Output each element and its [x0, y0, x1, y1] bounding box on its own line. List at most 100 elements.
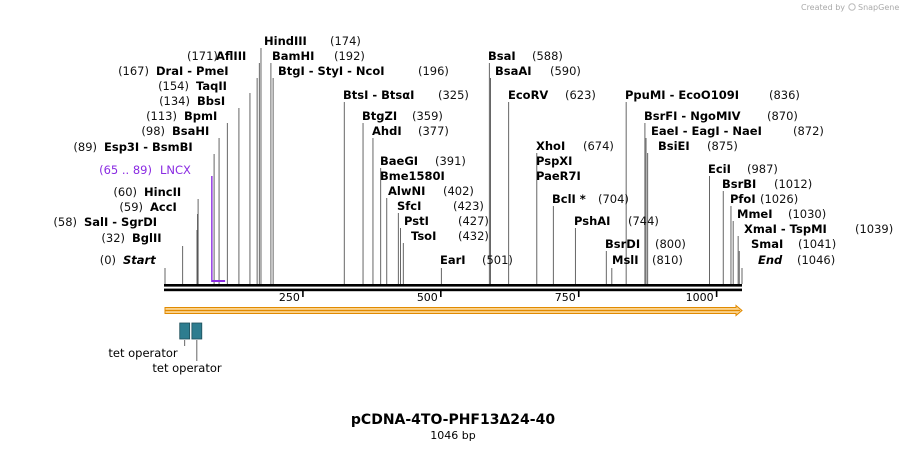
- site-label-alwni[interactable]: (402) AlwNI: [388, 184, 474, 198]
- site-label-eari[interactable]: (501) EarI: [440, 253, 513, 267]
- site-label-bsahi[interactable]: (98) BsaHI: [141, 124, 209, 138]
- site-position: (427): [458, 214, 489, 228]
- site-label-ecorv[interactable]: (623) EcoRV: [508, 88, 596, 102]
- site-label-sali-sgrdi[interactable]: (58) SalI - SgrDI: [53, 215, 157, 229]
- sequence-direction-arrow[interactable]: [164, 304, 743, 317]
- site-enzyme-name: EciI: [708, 162, 731, 176]
- site-label-end[interactable]: (1046) End: [758, 253, 835, 267]
- site-position: (98): [141, 124, 165, 138]
- site-enzyme-name: BpmI: [184, 109, 217, 123]
- site-enzyme-name: BsaI: [488, 49, 516, 63]
- site-enzyme-name: BtsI - BtsαI: [343, 88, 414, 102]
- site-position: (623): [565, 88, 596, 102]
- site-enzyme-name: EaeI - EagI - NaeI: [651, 124, 762, 138]
- site-label-esp3i-bsmbi[interactable]: (89) Esp3I - BsmBI: [73, 140, 192, 154]
- tet-operator-box[interactable]: [191, 322, 203, 340]
- site-label-pshai[interactable]: (744) PshAI: [574, 214, 659, 228]
- site-enzyme-name: BsrBI: [722, 177, 756, 191]
- site-label-ppumi-ecoo109i[interactable]: (836) PpuMI - EcoO109I: [625, 88, 800, 102]
- site-label-xhoi[interactable]: (674) XhoI: [536, 139, 614, 153]
- site-enzyme-name: EarI: [440, 253, 466, 267]
- site-label-sfci[interactable]: (423) SfcI: [397, 199, 484, 213]
- site-label-tsoi[interactable]: (432) TsoI: [411, 229, 489, 243]
- site-position: (196): [418, 64, 449, 78]
- site-label-btgzi[interactable]: (359) BtgZI: [362, 109, 443, 123]
- site-position: (60): [113, 185, 137, 199]
- site-label-btgi-styi-ncoi[interactable]: (196) BtgI - StyI - NcoI: [278, 64, 449, 78]
- site-position: (872): [793, 124, 824, 138]
- site-label-bglii[interactable]: (32) BglII: [101, 231, 161, 245]
- site-label-start[interactable]: (0) Start: [100, 253, 157, 267]
- site-label-paer7i[interactable]: PaeR7I: [536, 169, 581, 183]
- site-enzyme-name: BclI *: [552, 192, 586, 206]
- site-enzyme-name: Start: [123, 253, 156, 267]
- site-label-hincii[interactable]: (60) HincII: [113, 185, 181, 199]
- site-label-bsrbi[interactable]: (1012) BsrBI: [722, 177, 812, 191]
- site-position: (154): [158, 79, 189, 93]
- site-label-bsai[interactable]: (588) BsaI: [488, 49, 563, 63]
- site-label-mmei[interactable]: (1030) MmeI: [737, 207, 826, 221]
- backbone-strand-bottom: [164, 288, 742, 292]
- site-position: (1041): [798, 237, 836, 251]
- site-position: (391): [435, 154, 466, 168]
- site-lines: [164, 48, 743, 284]
- site-label-pspxi[interactable]: PspXI: [536, 154, 572, 168]
- site-enzyme-name: EcoRV: [508, 88, 548, 102]
- site-enzyme-name: BtgZI: [362, 109, 397, 123]
- site-position: (113): [146, 109, 177, 123]
- site-label-ecii[interactable]: (987) EciI: [708, 162, 778, 176]
- site-position: (58): [53, 215, 77, 229]
- site-enzyme-name: BsaHI: [172, 124, 209, 138]
- site-label-taqii[interactable]: (154) TaqII: [158, 79, 227, 93]
- ruler-tick-label: 250: [279, 291, 300, 304]
- site-enzyme-name: PpuMI - EcoO109I: [625, 88, 739, 102]
- site-label-bcli[interactable]: (704) BclI *: [552, 192, 629, 206]
- site-label-psti[interactable]: (427) PstI: [404, 214, 489, 228]
- site-label-bpmi[interactable]: (113) BpmI: [146, 109, 217, 123]
- site-enzyme-name: BsaAI: [495, 64, 532, 78]
- site-enzyme-name: SalI - SgrDI: [84, 215, 157, 229]
- site-label-acci[interactable]: (59) AccI: [119, 200, 176, 214]
- credit-text: Created by SnapGene: [801, 3, 899, 12]
- site-position: (800): [655, 237, 686, 251]
- site-enzyme-name: BsrDI: [605, 237, 640, 251]
- credit-brand: SnapGene: [858, 3, 899, 12]
- site-position: (325): [438, 88, 469, 102]
- site-position: (377): [418, 124, 449, 138]
- feature-span[interactable]: [211, 280, 226, 282]
- site-label-bsrdi[interactable]: (800) BsrDI: [605, 237, 686, 251]
- site-label-bsiei[interactable]: (875) BsiEI: [658, 139, 738, 153]
- site-label-smai[interactable]: (1041) SmaI: [751, 237, 836, 251]
- ruler-tick-label: 750: [555, 291, 576, 304]
- site-label-msli[interactable]: (810) MslI: [612, 253, 683, 267]
- site-label-drai-pmei[interactable]: (167) DraI - PmeI: [118, 64, 228, 78]
- site-enzyme-name: PfoI: [730, 192, 756, 206]
- site-label-eaei-eagi-naei[interactable]: (872) EaeI - EagI - NaeI: [651, 124, 824, 138]
- site-label-bbsi[interactable]: (134) BbsI: [159, 94, 225, 108]
- site-label-ahdi[interactable]: (377) AhdI: [372, 124, 449, 138]
- site-label-bamhi[interactable]: (192) BamHI: [272, 49, 365, 63]
- site-position: (836): [769, 88, 800, 102]
- site-position: (134): [159, 94, 190, 108]
- site-label-bsrfi-ngomiv[interactable]: (870) BsrFI - NgoMIV: [644, 109, 798, 123]
- site-label-btsi-bts-i[interactable]: (325) BtsI - BtsαI: [343, 88, 469, 102]
- site-labels: (0) Start (32) BglII (58) SalI - SgrDI(59) Acc…: [53, 34, 893, 267]
- site-label-xmai-tspmi[interactable]: (1039) XmaI - TspMI: [744, 222, 893, 236]
- site-enzyme-name: PspXI: [536, 154, 572, 168]
- feature-name[interactable]: LNCX: [160, 163, 191, 177]
- site-enzyme-name: AccI: [150, 200, 177, 214]
- site-label-baegi[interactable]: (391) BaeGI: [380, 154, 466, 168]
- map-title: pCDNA-4TO-PHF13Δ24-40: [351, 412, 555, 428]
- site-label-pfoi[interactable]: (1026) PfoI: [730, 192, 798, 206]
- site-label-bsaai[interactable]: (590) BsaAI: [495, 64, 581, 78]
- site-label-hindiii[interactable]: (174) HindIII: [264, 34, 361, 48]
- tet-operator-box[interactable]: [179, 322, 191, 340]
- site-enzyme-name: BglII: [132, 231, 162, 245]
- site-label-bme1580i[interactable]: Bme1580I: [380, 169, 445, 183]
- tet-operator-label: tet operator: [108, 346, 177, 360]
- site-label-afliii[interactable]: (171)AflIII: [187, 49, 246, 63]
- site-position: (810): [652, 253, 683, 267]
- site-enzyme-name: BtgI - StyI - NcoI: [278, 64, 385, 78]
